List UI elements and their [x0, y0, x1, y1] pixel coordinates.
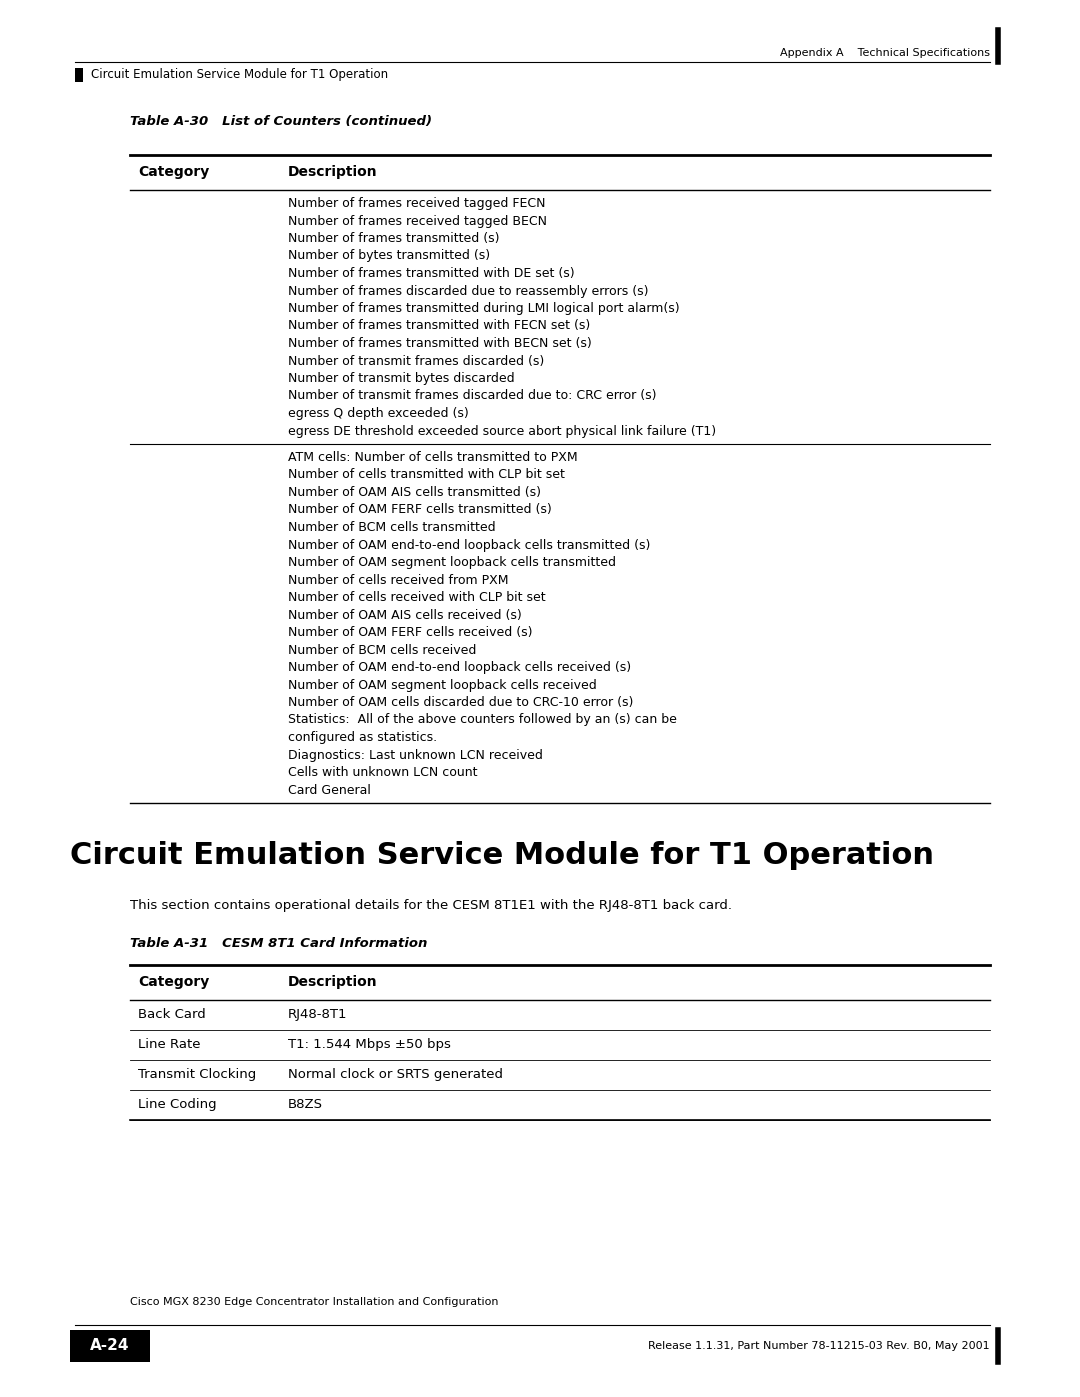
Text: Number of frames transmitted with DE set (s): Number of frames transmitted with DE set… [288, 267, 575, 279]
Text: egress DE threshold exceeded source abort physical link failure (T1): egress DE threshold exceeded source abor… [288, 425, 716, 437]
Text: Number of frames received tagged BECN: Number of frames received tagged BECN [288, 215, 546, 228]
Text: Number of cells received from PXM: Number of cells received from PXM [288, 574, 509, 587]
Text: Number of OAM AIS cells transmitted (s): Number of OAM AIS cells transmitted (s) [288, 486, 541, 499]
Text: Number of frames transmitted during LMI logical port alarm(s): Number of frames transmitted during LMI … [288, 302, 679, 314]
Text: Statistics:  All of the above counters followed by an (s) can be: Statistics: All of the above counters fo… [288, 714, 677, 726]
Text: Cells with unknown LCN count: Cells with unknown LCN count [288, 766, 477, 780]
Text: Number of OAM segment loopback cells received: Number of OAM segment loopback cells rec… [288, 679, 597, 692]
Text: Number of bytes transmitted (s): Number of bytes transmitted (s) [288, 250, 490, 263]
Text: Line Rate: Line Rate [138, 1038, 201, 1051]
Text: Normal clock or SRTS generated: Normal clock or SRTS generated [288, 1067, 503, 1081]
Text: Category: Category [138, 165, 210, 179]
Text: Number of OAM FERF cells received (s): Number of OAM FERF cells received (s) [288, 626, 532, 638]
Text: Number of frames transmitted (s): Number of frames transmitted (s) [288, 232, 499, 244]
Text: configured as statistics.: configured as statistics. [288, 731, 437, 745]
Text: A-24: A-24 [91, 1338, 130, 1354]
Text: RJ48-8T1: RJ48-8T1 [288, 1009, 348, 1021]
Text: Number of frames transmitted with FECN set (s): Number of frames transmitted with FECN s… [288, 320, 591, 332]
Text: Number of OAM end-to-end loopback cells received (s): Number of OAM end-to-end loopback cells … [288, 661, 631, 673]
Text: Circuit Emulation Service Module for T1 Operation: Circuit Emulation Service Module for T1 … [70, 841, 934, 870]
Text: Circuit Emulation Service Module for T1 Operation: Circuit Emulation Service Module for T1 … [91, 68, 388, 81]
Text: T1: 1.544 Mbps ±50 bps: T1: 1.544 Mbps ±50 bps [288, 1038, 450, 1051]
Bar [70, 1330, 150, 1362]
Text: B8ZS: B8ZS [288, 1098, 323, 1111]
Text: Table A-30   List of Counters (continued): Table A-30 List of Counters (continued) [130, 115, 432, 129]
Text: Number of OAM FERF cells transmitted (s): Number of OAM FERF cells transmitted (s) [288, 503, 552, 517]
Text: Cisco MGX 8230 Edge Concentrator Installation and Configuration: Cisco MGX 8230 Edge Concentrator Install… [130, 1296, 499, 1308]
Text: Number of transmit frames discarded due to: CRC error (s): Number of transmit frames discarded due … [288, 390, 657, 402]
Text: Number of OAM end-to-end loopback cells transmitted (s): Number of OAM end-to-end loopback cells … [288, 538, 650, 552]
Text: Transmit Clocking: Transmit Clocking [138, 1067, 256, 1081]
Bar [75, 68, 83, 82]
Text: Number of frames discarded due to reassembly errors (s): Number of frames discarded due to reasse… [288, 285, 648, 298]
Text: Category: Category [138, 975, 210, 989]
Text: Number of BCM cells transmitted: Number of BCM cells transmitted [288, 521, 496, 534]
Text: Card General: Card General [288, 784, 370, 796]
Text: Back Card: Back Card [138, 1009, 206, 1021]
Text: Number of BCM cells received: Number of BCM cells received [288, 644, 476, 657]
Text: Description: Description [288, 165, 378, 179]
Text: Number of transmit frames discarded (s): Number of transmit frames discarded (s) [288, 355, 544, 367]
Text: Number of OAM cells discarded due to CRC-10 error (s): Number of OAM cells discarded due to CRC… [288, 696, 633, 710]
Text: egress Q depth exceeded (s): egress Q depth exceeded (s) [288, 407, 469, 420]
Text: Number of transmit bytes discarded: Number of transmit bytes discarded [288, 372, 515, 386]
Text: This section contains operational details for the CESM 8T1E1 with the RJ48-8T1 b: This section contains operational detail… [130, 900, 732, 912]
Text: ATM cells: Number of cells transmitted to PXM: ATM cells: Number of cells transmitted t… [288, 451, 578, 464]
Text: Number of cells received with CLP bit set: Number of cells received with CLP bit se… [288, 591, 545, 604]
Text: Number of frames received tagged FECN: Number of frames received tagged FECN [288, 197, 545, 210]
Text: Diagnostics: Last unknown LCN received: Diagnostics: Last unknown LCN received [288, 749, 543, 761]
Text: Number of cells transmitted with CLP bit set: Number of cells transmitted with CLP bit… [288, 468, 565, 482]
Text: Line Coding: Line Coding [138, 1098, 217, 1111]
Text: Release 1.1.31, Part Number 78-11215-03 Rev. B0, May 2001: Release 1.1.31, Part Number 78-11215-03 … [648, 1341, 990, 1351]
Text: Number of frames transmitted with BECN set (s): Number of frames transmitted with BECN s… [288, 337, 592, 351]
Text: Table A-31   CESM 8T1 Card Information: Table A-31 CESM 8T1 Card Information [130, 937, 428, 950]
Text: Number of OAM segment loopback cells transmitted: Number of OAM segment loopback cells tra… [288, 556, 616, 569]
Text: Appendix A    Technical Specifications: Appendix A Technical Specifications [780, 47, 990, 59]
Text: Number of OAM AIS cells received (s): Number of OAM AIS cells received (s) [288, 609, 522, 622]
Text: Description: Description [288, 975, 378, 989]
